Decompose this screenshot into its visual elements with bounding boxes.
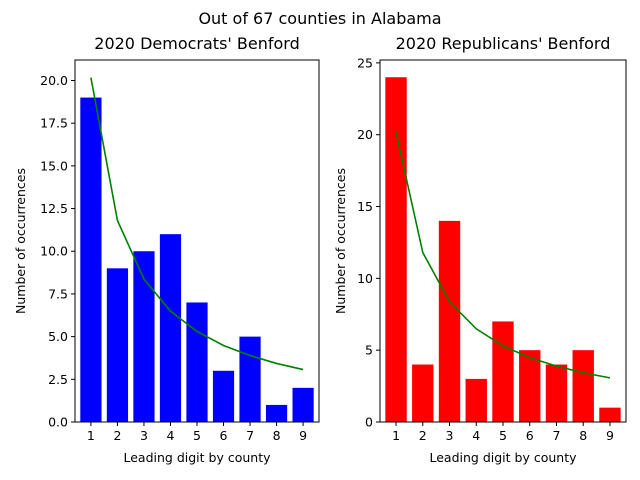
democrats-bar-5 xyxy=(186,302,208,422)
republicans-y-tick-label-2: 10 xyxy=(357,271,373,286)
republicans-x-tick-label-1: 1 xyxy=(392,428,400,443)
democrats-bar-4 xyxy=(159,234,182,422)
republicans-x-tick-label-4: 4 xyxy=(472,428,480,443)
republicans-x-tick-label-8: 8 xyxy=(579,428,587,443)
republicans-y-tick-label-4: 20 xyxy=(357,127,373,142)
democrats-y-tick-label-3: 7.5 xyxy=(48,286,68,301)
democrats-y-ticks: 0.0 2.5 5.0 7.5 10.0 12.5 15.0 17.5 20.0 xyxy=(40,73,75,430)
republicans-x-tick-label-2: 2 xyxy=(419,428,427,443)
democrats-y-tick-label-5: 12.5 xyxy=(40,201,68,216)
democrats-bar-1 xyxy=(80,97,102,422)
republicans-y-tick-label-0: 0 xyxy=(365,415,373,430)
democrats-x-axis-label: Leading digit by county xyxy=(124,450,272,465)
democrats-bar-7 xyxy=(239,336,261,422)
republicans-bar-3 xyxy=(438,220,461,422)
republicans-benford-line xyxy=(395,132,611,379)
republicans-x-tick-label-3: 3 xyxy=(446,428,454,443)
republicans-bar-6 xyxy=(519,350,541,422)
democrats-y-tick-label-6: 15.0 xyxy=(40,158,68,173)
democrats-bars xyxy=(80,97,314,422)
democrats-y-tick-label-4: 10.0 xyxy=(40,244,68,259)
republicans-bars xyxy=(385,77,621,422)
democrats-y-tick-label-0: 0.0 xyxy=(48,415,68,430)
democrats-benford-line xyxy=(90,77,304,371)
republicans-bar-7 xyxy=(545,364,568,422)
republicans-chart-title: 2020 Republicans' Benford xyxy=(396,34,611,53)
republicans-x-tick-label-7: 7 xyxy=(553,428,561,443)
democrats-y-tick-label-2: 5.0 xyxy=(48,329,68,344)
republicans-bar-5 xyxy=(492,321,514,422)
democrats-x-tick-label-7: 7 xyxy=(246,428,254,443)
republicans-y-axis-label: Number of occurrences xyxy=(333,168,348,314)
democrats-x-ticks: 1 2 3 4 5 6 7 8 9 xyxy=(87,422,307,443)
republicans-y-ticks: 0 5 10 15 20 25 xyxy=(357,55,380,430)
figure-suptitle: Out of 67 counties in Alabama xyxy=(198,9,441,28)
democrats-x-tick-label-5: 5 xyxy=(193,428,201,443)
republicans-bar-4 xyxy=(465,378,487,422)
republicans-bar-2 xyxy=(412,364,434,422)
democrats-y-tick-label-1: 2.5 xyxy=(48,372,68,387)
democrats-y-tick-label-7: 17.5 xyxy=(40,116,68,131)
democrats-bar-3 xyxy=(133,251,155,422)
democrats-chart-title: 2020 Democrats' Benford xyxy=(94,34,299,53)
democrats-bar-9 xyxy=(292,387,314,422)
democrats-y-axis-label: Number of occurrences xyxy=(13,168,28,314)
democrats-x-tick-label-2: 2 xyxy=(113,428,121,443)
democrats-bar-8 xyxy=(265,404,288,422)
democrats-x-tick-label-6: 6 xyxy=(220,428,228,443)
democrats-y-tick-label-8: 20.0 xyxy=(40,73,68,88)
democrats-axes-frame xyxy=(74,59,320,423)
democrats-x-tick-label-1: 1 xyxy=(87,428,95,443)
republicans-y-tick-label-3: 15 xyxy=(357,199,373,214)
republicans-y-tick-label-1: 5 xyxy=(365,343,373,358)
democrats-x-tick-label-9: 9 xyxy=(299,428,307,443)
democrats-benford-line-group xyxy=(90,77,304,371)
democrats-x-tick-label-4: 4 xyxy=(167,428,175,443)
democrats-x-tick-label-3: 3 xyxy=(140,428,148,443)
republicans-x-tick-label-9: 9 xyxy=(606,428,614,443)
republicans-y-tick-label-5: 25 xyxy=(357,55,373,70)
republicans-x-tick-label-6: 6 xyxy=(526,428,534,443)
republicans-x-ticks: 1 2 3 4 5 6 7 8 9 xyxy=(392,422,614,443)
republicans-x-tick-label-5: 5 xyxy=(499,428,507,443)
democrats-x-tick-label-8: 8 xyxy=(273,428,281,443)
democrats-bar-6 xyxy=(212,370,235,422)
republicans-bar-8 xyxy=(572,350,594,422)
republicans-bar-9 xyxy=(599,407,621,422)
republicans-benford-line-group xyxy=(395,132,611,379)
democrats-panel: 2020 Democrats' Benford Leading digit by… xyxy=(13,34,320,465)
republicans-panel: 2020 Republicans' Benford Leading digit … xyxy=(333,34,627,465)
democrats-bar-2 xyxy=(106,268,129,422)
republicans-bar-1 xyxy=(385,77,407,422)
republicans-x-axis-label: Leading digit by county xyxy=(430,450,578,465)
republicans-axes-frame xyxy=(379,59,627,423)
